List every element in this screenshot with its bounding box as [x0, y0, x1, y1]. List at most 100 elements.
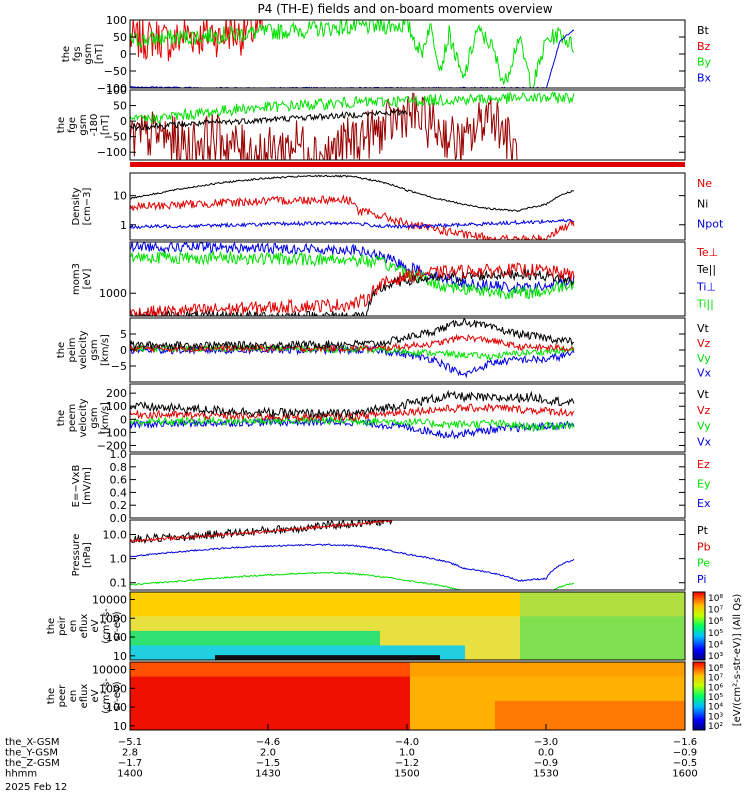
y-tick-label: 0	[120, 48, 127, 61]
spectrogram-cell	[600, 616, 606, 622]
spectrogram-cell	[155, 616, 161, 622]
spectrogram-cell	[435, 715, 441, 721]
spectrogram-cell	[380, 681, 386, 687]
panel-frame	[129, 383, 686, 453]
spectrogram-cell	[460, 696, 466, 702]
spectrogram-cell	[495, 655, 501, 661]
spectrogram-cell	[665, 720, 671, 726]
spectrogram-cell	[190, 611, 196, 617]
spectrogram-cell	[535, 606, 541, 612]
spectrogram-cell	[510, 601, 516, 607]
spectrogram-cell	[380, 686, 386, 692]
spectrogram-cell	[295, 616, 301, 622]
spectrogram-cell	[300, 635, 306, 641]
spectrogram-cell	[660, 640, 666, 646]
legend-Te||: Te||	[696, 263, 716, 276]
spectrogram-cell	[420, 616, 426, 622]
spectrogram-cell	[220, 645, 226, 651]
spectrogram-cell	[340, 616, 346, 622]
spectrogram-cell	[515, 662, 521, 668]
spectrogram-cell	[530, 630, 536, 637]
spectrogram-cell	[170, 700, 176, 707]
spectrogram-cell	[615, 592, 621, 598]
spectrogram-cell	[135, 592, 141, 598]
spectrogram-cell	[575, 671, 581, 677]
spectrogram-cell	[650, 705, 656, 711]
spectrogram-cell	[495, 645, 501, 651]
spectrogram-cell	[425, 691, 431, 697]
spectrogram-cell	[385, 666, 391, 673]
spectrogram-cell	[335, 725, 341, 731]
spectrogram-cell	[555, 630, 561, 637]
spectrogram-cell	[275, 611, 281, 617]
spectrogram-cell	[375, 676, 381, 682]
spectrogram-cell	[230, 592, 236, 598]
spectrogram-cell	[645, 601, 651, 607]
spectrogram-cell	[560, 691, 566, 697]
spectrogram-cell	[300, 645, 306, 651]
y-axis-label: E=−VxB	[71, 465, 82, 508]
spectrogram-cell	[555, 686, 561, 692]
spectrogram-cell	[460, 606, 466, 612]
spectrogram-cell	[650, 666, 656, 673]
spectrogram-cell	[325, 710, 331, 716]
spectrogram-cell	[265, 616, 271, 622]
spectrogram-cell	[680, 616, 686, 622]
spectrogram-cell	[145, 630, 151, 637]
spectrogram-cell	[430, 606, 436, 612]
spectrogram-cell	[585, 611, 591, 617]
y-tick-label: 10	[113, 190, 127, 203]
spectrogram-cell	[470, 686, 476, 692]
spectrogram-cell	[565, 645, 571, 651]
spectrogram-cell	[165, 681, 171, 687]
spectrogram-cell	[645, 691, 651, 697]
spectrogram-cell	[305, 611, 311, 617]
spectrogram-cell	[275, 621, 281, 627]
spectrogram-cell	[625, 691, 631, 697]
spectrogram-cell	[520, 650, 526, 656]
spectrogram-cell	[615, 635, 621, 641]
spectrogram-cell	[365, 640, 371, 646]
spectrogram-cell	[485, 601, 491, 607]
spectrogram-cell	[200, 655, 206, 661]
spectrogram-cell	[265, 596, 271, 603]
spectrogram-cell	[175, 650, 181, 656]
spectrogram-cell	[580, 681, 586, 687]
spectrogram-cell	[195, 725, 201, 731]
spectrogram-cell	[345, 616, 351, 622]
spectrogram-cell	[610, 686, 616, 692]
spectrogram-cell	[245, 630, 251, 637]
spectrogram-cell	[670, 616, 676, 622]
spectrogram-cell	[550, 606, 556, 612]
spectrogram-cell	[675, 705, 681, 711]
spectrogram-cell	[280, 650, 286, 656]
spectrogram-cell	[290, 640, 296, 646]
legend-Ti||: Ti||	[696, 298, 714, 311]
spectrogram-cell	[590, 710, 596, 716]
spectrogram-cell	[315, 686, 321, 692]
spectrogram-cell	[620, 700, 626, 707]
spectrogram-cell	[380, 626, 386, 632]
spectrogram-cell	[555, 696, 561, 702]
spectrogram-cell	[625, 686, 631, 692]
spectrogram-cell	[225, 715, 231, 721]
spectrogram-cell	[575, 645, 581, 651]
spectrogram-cell	[640, 596, 646, 603]
spectrogram-cell	[305, 601, 311, 607]
spectrogram-cell	[660, 715, 666, 721]
spectrogram-cell	[520, 655, 526, 661]
spectrogram-cell	[660, 681, 666, 687]
spectrogram-cell	[425, 696, 431, 702]
spectrogram-cell	[380, 671, 386, 677]
spectrogram-cell	[145, 596, 151, 603]
spectrogram-cell	[300, 681, 306, 687]
spectrogram-cell	[570, 666, 576, 673]
spectrogram-cell	[250, 686, 256, 692]
spectrogram-cell	[640, 710, 646, 716]
spectrogram-cell	[255, 681, 261, 687]
spectrogram-cell	[385, 671, 391, 677]
spectrogram-cell	[495, 606, 501, 612]
spectrogram-cell	[415, 666, 421, 673]
spectrogram-cell	[530, 592, 536, 598]
